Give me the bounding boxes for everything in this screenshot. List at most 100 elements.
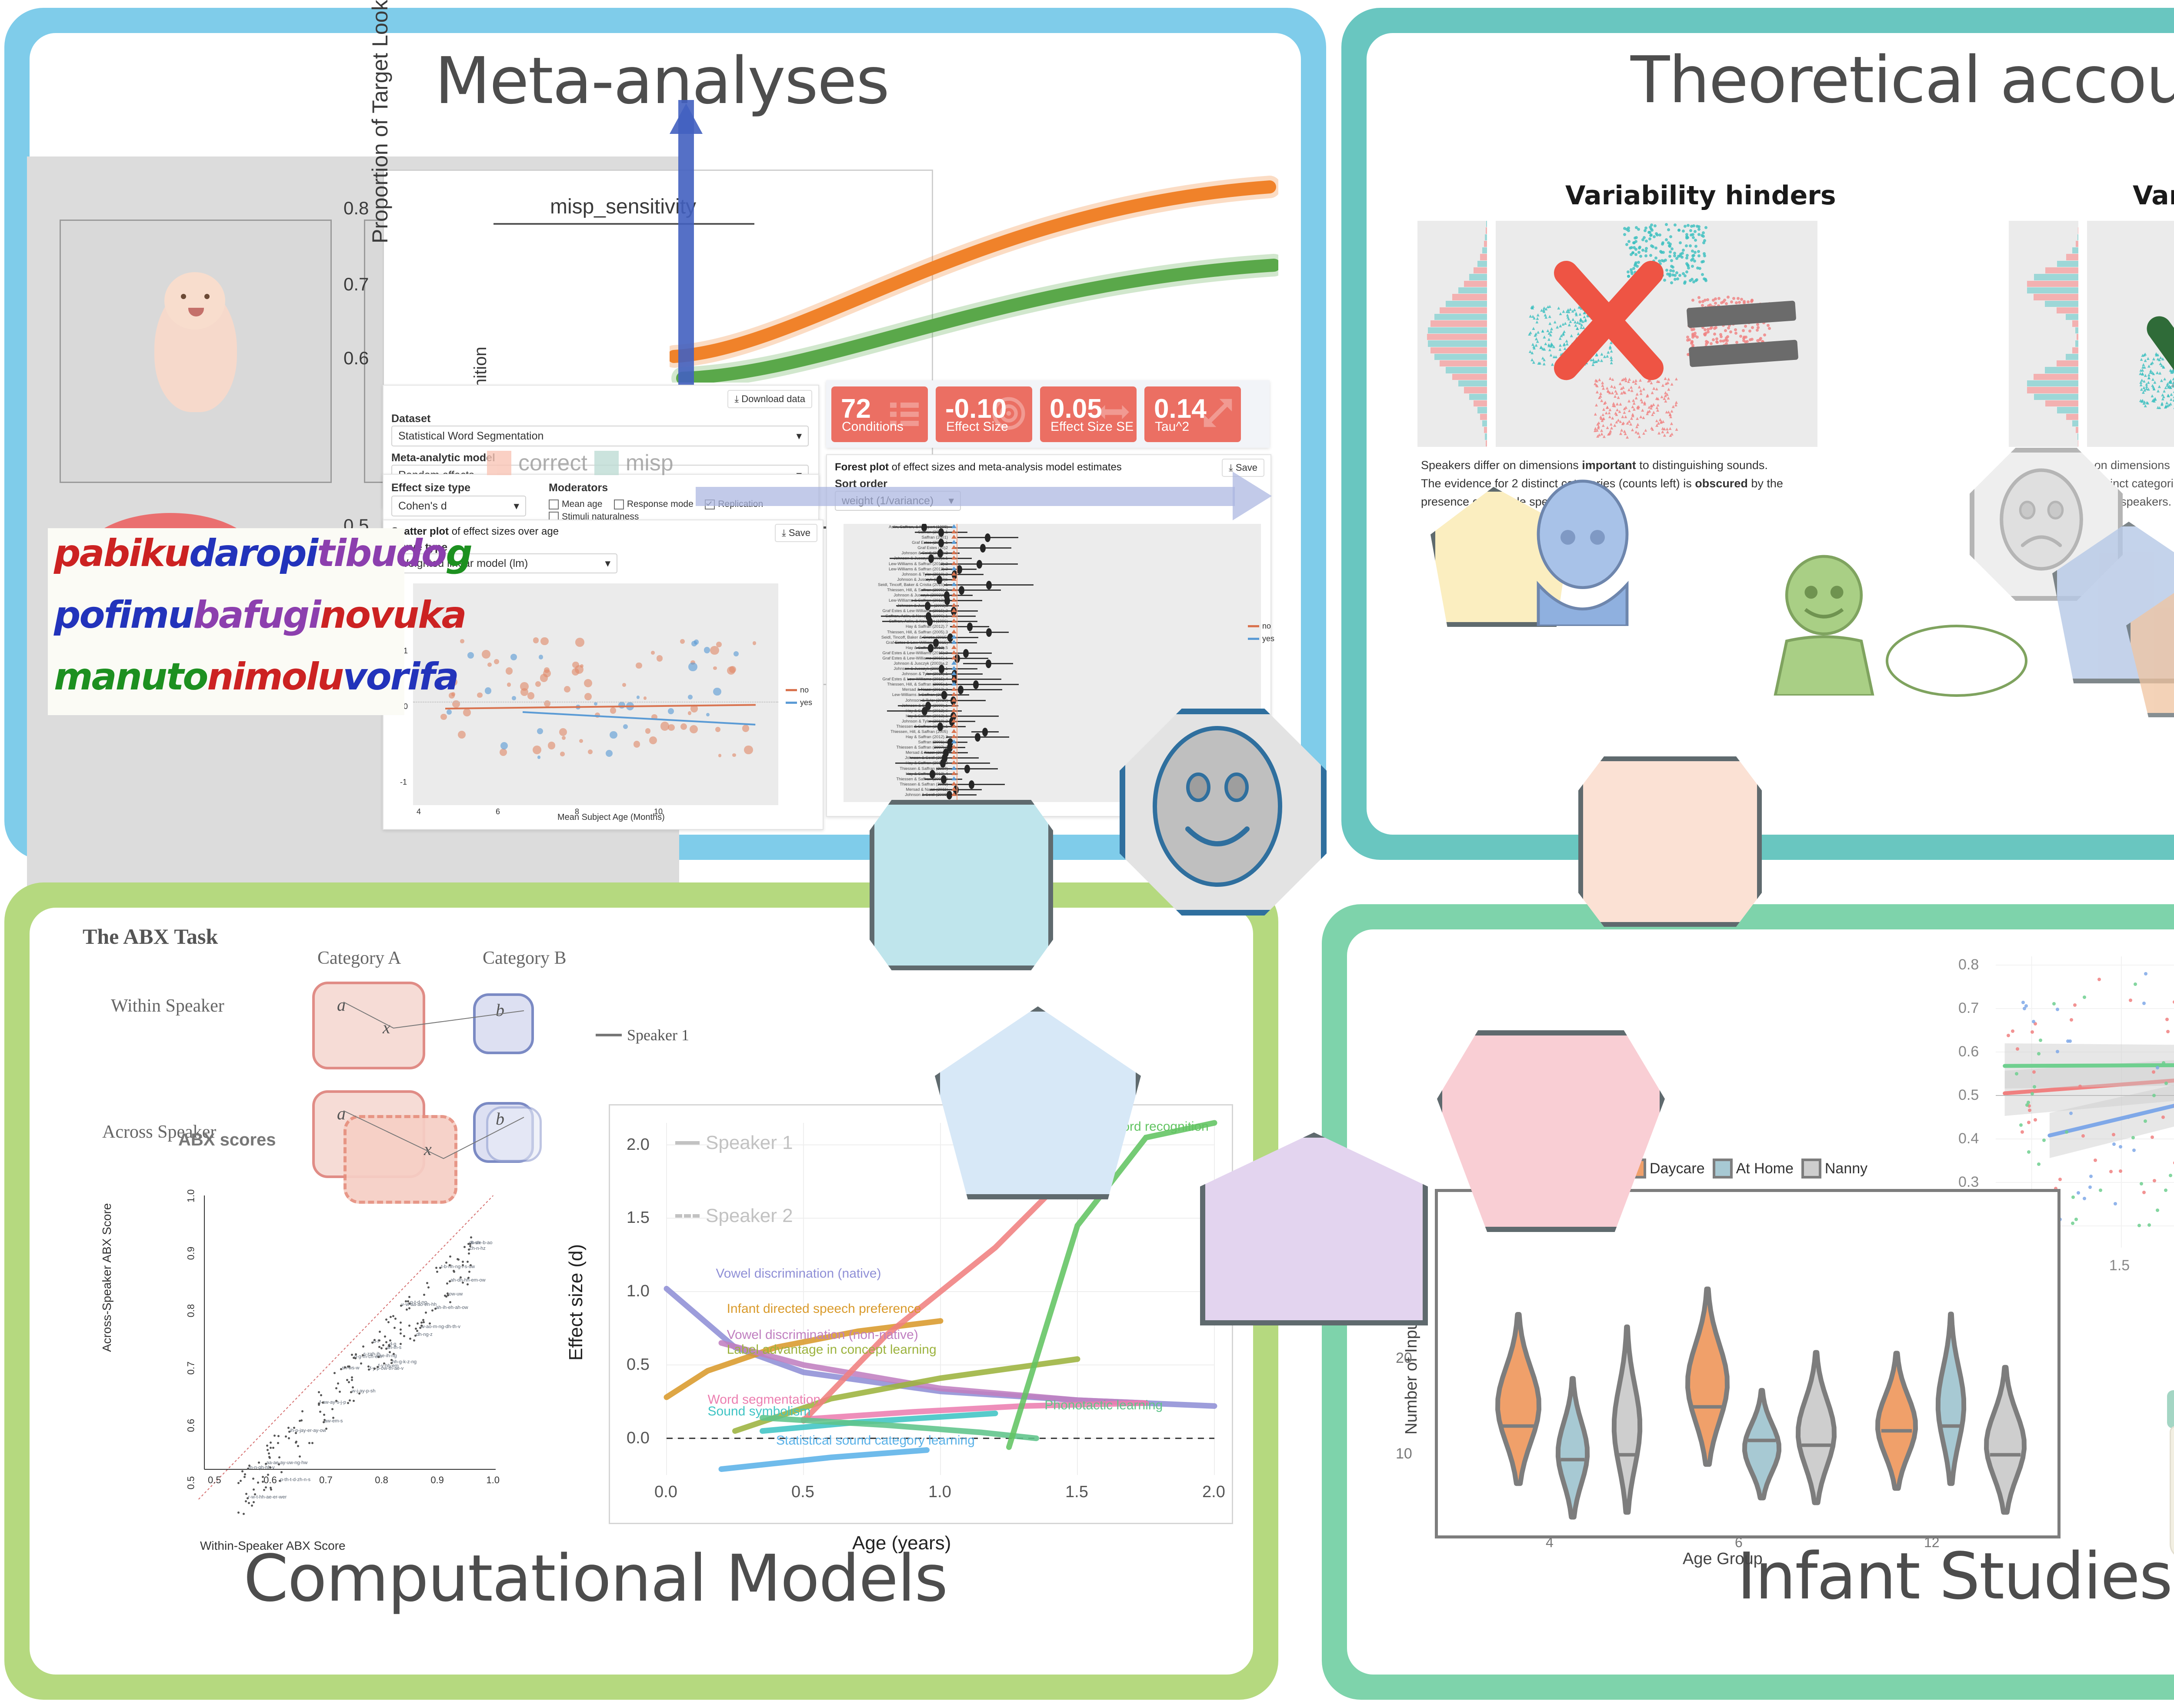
theory-histogram-bar bbox=[1486, 221, 1487, 227]
abx-point bbox=[348, 1381, 350, 1383]
abx-point bbox=[298, 1455, 301, 1458]
infant-scatter-point bbox=[2058, 1178, 2062, 1182]
theory-scatter-point bbox=[1757, 326, 1760, 329]
theory-scatter-point bbox=[1713, 333, 1716, 336]
theory-scatter-point bbox=[2166, 383, 2169, 387]
scatter-point bbox=[729, 666, 737, 673]
checkbox-response-mode[interactable]: Response mode bbox=[614, 499, 694, 509]
forest-model-estimate bbox=[951, 771, 957, 775]
theory-scatter-point bbox=[1693, 230, 1697, 233]
theory-scatter-point bbox=[1675, 256, 1678, 260]
abx-point-label: hh-g-k-z-ng bbox=[392, 1359, 417, 1365]
theory-scatter-point bbox=[1574, 323, 1577, 327]
forest-model-estimate bbox=[951, 713, 957, 717]
theory-scatter-point bbox=[1623, 429, 1626, 433]
select-effect-size-type[interactable]: Cohen's d ▾ bbox=[391, 496, 526, 516]
theory-scatter-point bbox=[1597, 421, 1600, 425]
theory-scatter-point bbox=[1620, 378, 1624, 382]
infant-scatter-point bbox=[2155, 1066, 2159, 1070]
infant-scatter-point bbox=[2165, 1018, 2169, 1022]
theory-scatter-point bbox=[1600, 419, 1604, 422]
abx-point bbox=[408, 1324, 411, 1327]
select-dataset[interactable]: Statistical Word Segmentation ▾ bbox=[391, 426, 809, 446]
infant-scatter-point bbox=[2033, 1118, 2037, 1122]
forest-study-label: Johnson & Jusczyk (2003)a.2 bbox=[894, 661, 948, 666]
abx-point bbox=[368, 1368, 370, 1371]
theory-scatter-point bbox=[1667, 241, 1671, 244]
theory-scatter-point bbox=[1650, 426, 1654, 430]
theory-scatter-point bbox=[1611, 378, 1614, 381]
abx-point bbox=[335, 1387, 338, 1390]
checkbox-mean-age[interactable]: Mean age bbox=[549, 499, 602, 509]
theory-scatter-point bbox=[1763, 333, 1767, 337]
forest-model-estimate bbox=[951, 676, 957, 681]
theory-histogram-bar bbox=[1452, 373, 1487, 380]
download-data-button[interactable]: ⤓ Download data bbox=[727, 390, 812, 408]
theory-scatter-point bbox=[2149, 369, 2153, 373]
forest-model-estimate bbox=[951, 687, 957, 691]
theory-scatter-point bbox=[1668, 244, 1672, 248]
abx-point bbox=[376, 1366, 379, 1368]
theory-scatter-point bbox=[1759, 337, 1762, 340]
violin-ytick-10: 10 bbox=[1396, 1445, 1412, 1462]
theory-scatter-point bbox=[1528, 333, 1531, 336]
infant-scatter-point bbox=[2111, 1133, 2115, 1137]
theory-scatter-point bbox=[1667, 396, 1670, 400]
abx-scores-title: ABX scores bbox=[178, 1130, 276, 1149]
theory-scatter-point bbox=[1644, 254, 1648, 257]
theory-scatter-point bbox=[1687, 338, 1691, 341]
checkbox-stimuli-naturalness[interactable]: Stimuli naturalness bbox=[549, 512, 639, 522]
theory-scatter-point bbox=[1693, 334, 1697, 337]
forest-study-label: Johnson & Jusczyk (2003)b bbox=[897, 577, 948, 582]
list-icon bbox=[889, 399, 920, 432]
theory-scatter-point bbox=[1635, 425, 1639, 429]
theory-scatter-point bbox=[2140, 378, 2144, 382]
forest-model-estimate bbox=[951, 629, 957, 633]
theory-histogram-bar bbox=[1428, 327, 1487, 333]
scatter-point bbox=[559, 728, 567, 736]
theory-scatter-point bbox=[1536, 317, 1539, 320]
theory-scatter-point bbox=[1634, 382, 1637, 385]
scatter-point bbox=[680, 723, 687, 730]
theory-scatter-point bbox=[1541, 356, 1544, 360]
abx-point bbox=[252, 1488, 255, 1491]
select-effect-value: Cohen's d bbox=[398, 499, 447, 512]
abx-xtick: 0.6 bbox=[263, 1475, 277, 1485]
infant-scatter-point bbox=[2031, 1030, 2034, 1034]
theory-histogram-bar bbox=[1458, 380, 1487, 387]
theory-scatter-point bbox=[1669, 235, 1673, 239]
theory-scatter-point bbox=[1563, 342, 1566, 346]
theory-scatter-point bbox=[1707, 330, 1710, 333]
theory-scatter-point bbox=[1652, 403, 1655, 406]
theory-scatter-point bbox=[1632, 241, 1636, 244]
theory-scatter-point bbox=[1654, 256, 1658, 260]
theory-scatter-point bbox=[1665, 410, 1668, 414]
select-curve-type[interactable]: Weighted linear model (lm) ▾ bbox=[391, 553, 617, 573]
theory-scatter-point bbox=[1661, 383, 1664, 387]
scatter-save-button[interactable]: ⤓ Save bbox=[775, 524, 817, 542]
abx-point bbox=[389, 1339, 391, 1342]
abx-point-label: ah-ih-s bbox=[387, 1345, 402, 1351]
theory-scatter-point bbox=[1558, 343, 1562, 347]
theory-scatter-point bbox=[1577, 332, 1580, 335]
forest-model-estimate bbox=[951, 582, 957, 586]
scatter-point bbox=[651, 651, 655, 655]
theory-scatter-point bbox=[1548, 315, 1551, 318]
infant-scatter-point bbox=[2030, 1092, 2034, 1096]
theory-scatter-point bbox=[1656, 403, 1660, 407]
theory-scatter-point bbox=[1576, 326, 1579, 330]
theory-scatter-point bbox=[1610, 341, 1613, 344]
theory-scatter-point bbox=[2154, 398, 2157, 401]
scatter-legend-swatch-no bbox=[786, 689, 797, 691]
abx-point-label: f-aw-ay-s-j-p bbox=[319, 1399, 346, 1405]
scatter-point bbox=[540, 637, 549, 646]
scatter-point bbox=[752, 641, 757, 645]
abx-point bbox=[295, 1432, 297, 1435]
theory-scatter-point bbox=[1644, 429, 1647, 432]
theory-scatter-point bbox=[1596, 423, 1600, 426]
theory-histogram-bar bbox=[1480, 254, 1487, 260]
theory-histogram-bar bbox=[2044, 367, 2078, 373]
infant-scatter-point bbox=[2064, 1130, 2068, 1134]
theory-scatter-point bbox=[1689, 233, 1693, 237]
theory-scatter-point bbox=[1664, 391, 1667, 394]
